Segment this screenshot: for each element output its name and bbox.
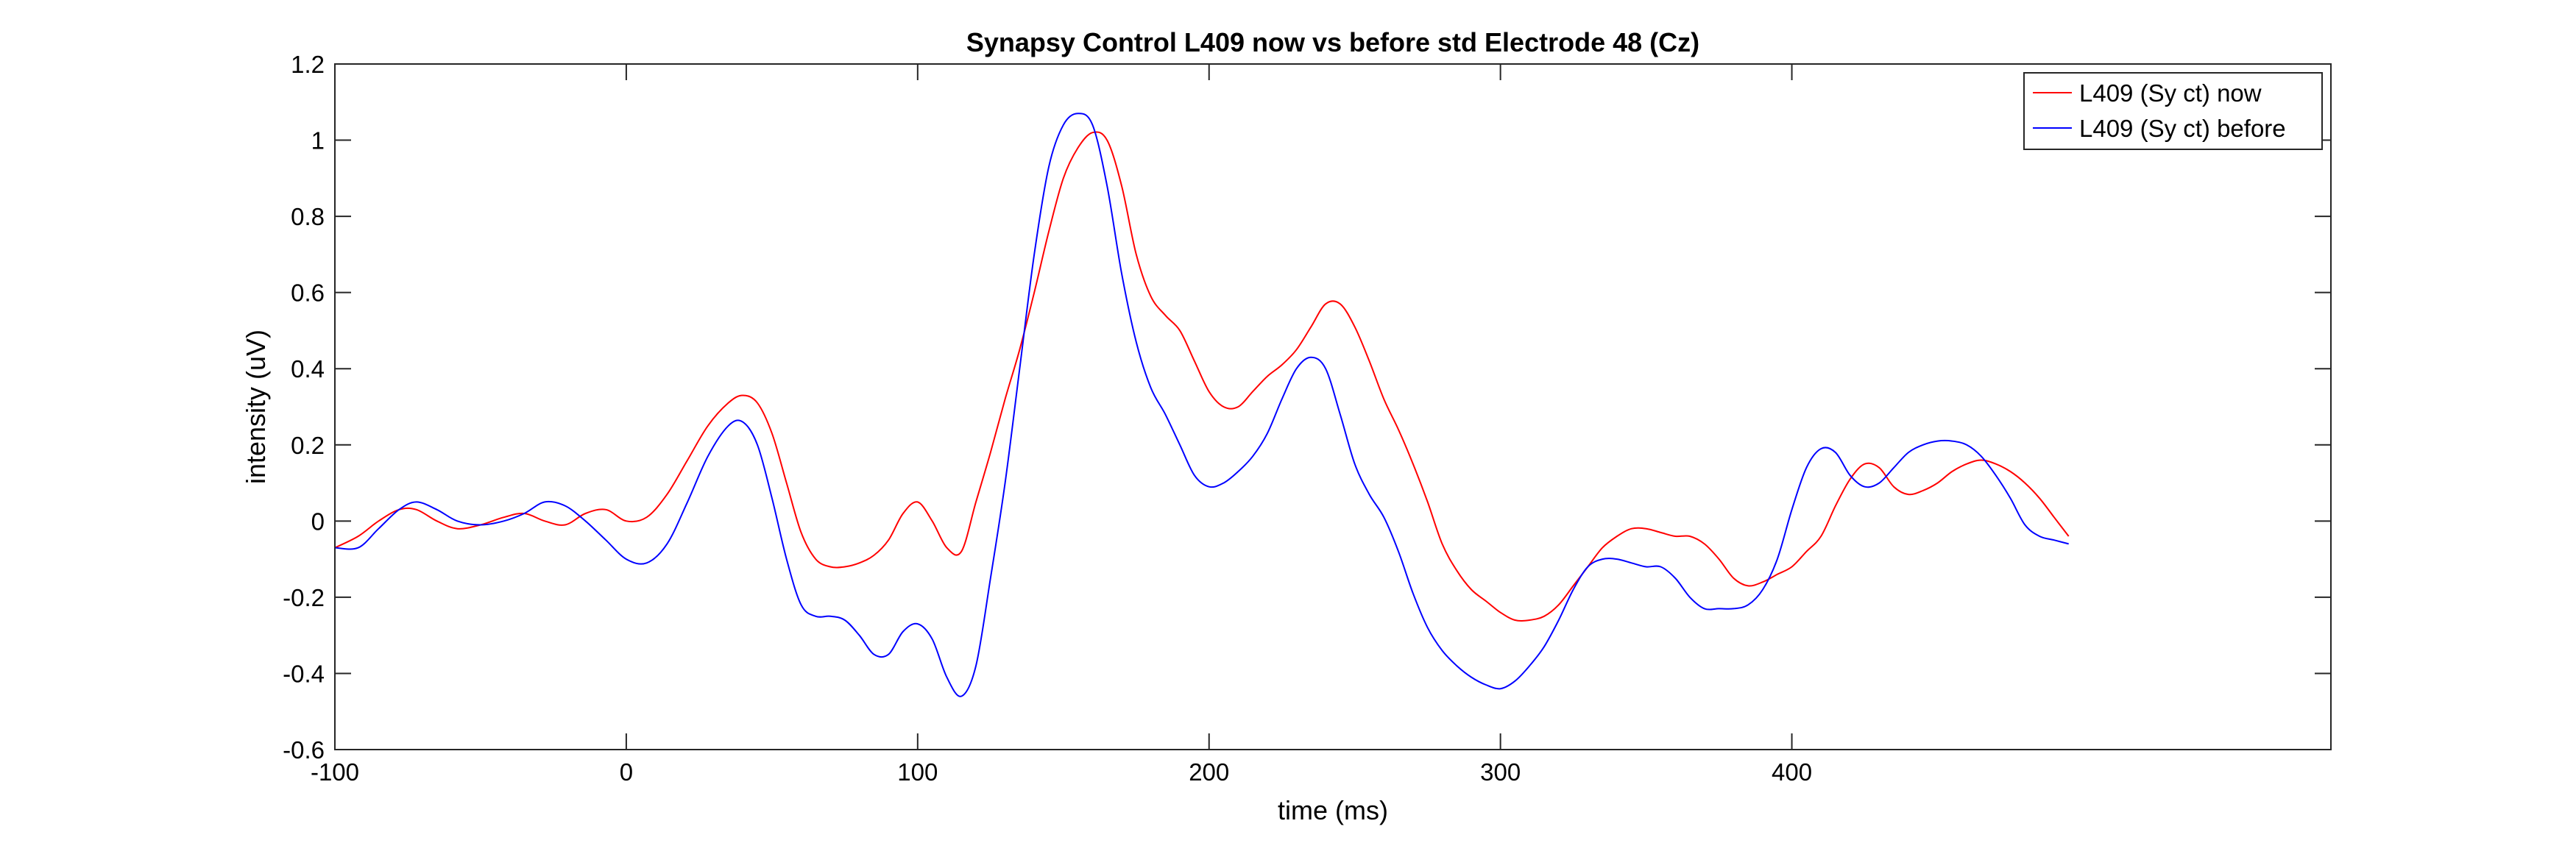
y-tick-label: 1 bbox=[311, 127, 325, 154]
x-tick-label: 100 bbox=[897, 758, 938, 786]
chart-title: Synapsy Control L409 now vs before std E… bbox=[966, 27, 1699, 57]
x-axis-label: time (ms) bbox=[1278, 795, 1388, 825]
y-tick-label: 1.2 bbox=[291, 51, 325, 78]
series-line-before bbox=[334, 113, 2069, 697]
y-tick-label: 0.8 bbox=[291, 203, 325, 230]
series-lines bbox=[334, 113, 2070, 697]
y-tick-label: 0.4 bbox=[291, 355, 325, 383]
x-tick-label: -100 bbox=[311, 758, 359, 786]
y-tick-label: 0.2 bbox=[291, 432, 325, 459]
axes-box bbox=[334, 63, 2332, 750]
x-tick-label: 400 bbox=[1772, 758, 1812, 786]
y-tick-label: -0.6 bbox=[283, 736, 325, 764]
x-tick-label: 0 bbox=[620, 758, 633, 786]
legend-box bbox=[2023, 72, 2323, 150]
y-tick-label: 0.6 bbox=[291, 280, 325, 307]
axis-ticks: -100 0 100 200 300 400 -0.6 -0.4 -0.2 0 0.2 0.4 0.6 0… bbox=[283, 51, 2331, 786]
y-tick-label: -0.2 bbox=[283, 584, 325, 611]
plot-area bbox=[335, 64, 2331, 750]
y-axis-label: intensity (uV) bbox=[241, 330, 271, 484]
x-tick-label: 300 bbox=[1480, 758, 1521, 786]
legend-label-now: L409 (Sy ct) now bbox=[2079, 79, 2262, 107]
legend: L409 (Sy ct) now L409 (Sy ct) before bbox=[2023, 72, 2323, 150]
y-tick-label: -0.4 bbox=[283, 660, 325, 687]
series-line-now bbox=[334, 131, 2070, 622]
legend-label-before: L409 (Sy ct) before bbox=[2079, 115, 2286, 142]
y-tick-label: 0 bbox=[311, 508, 325, 535]
x-tick-label: 200 bbox=[1189, 758, 1229, 786]
